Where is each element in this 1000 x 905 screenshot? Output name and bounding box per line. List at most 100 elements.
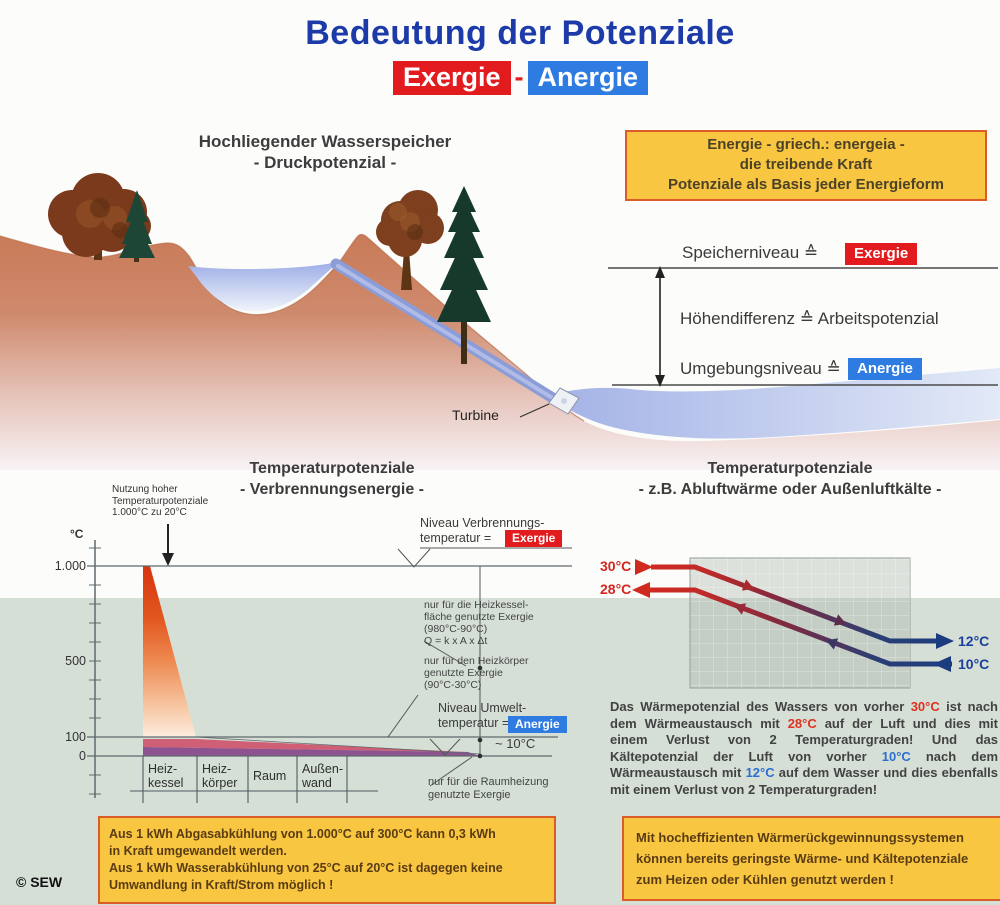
ambient-temp-value: ~ 10°C [495,736,536,751]
water-outlet-temp: 12°C [958,633,990,649]
air-inlet-temp: 10°C [958,656,990,672]
category-line: kessel [148,776,184,790]
info-box-line3: Potenziale als Basis jeder Energieform [668,176,944,193]
subtitle-dash: - [514,62,524,92]
callout-radiator: nur für den Heizkörper genutzte Exergie … [424,655,528,691]
left-box-line4: Umwandlung in Kraft/Strom möglich ! [109,878,334,892]
callout-radiator-line1: nur für den Heizkörper [424,655,529,667]
category-line: Heiz- [148,762,178,776]
water-outlet-arrowhead [936,633,954,649]
anergie-badge-callout: Anergie [508,716,567,733]
left-chart-note: Nutzung hoher Temperaturpotenziale 1.000… [112,484,208,519]
callout-ambient-line2: temperatur = [438,716,510,730]
reservoir-heading: Hochliegender Wasserspeicher - Druckpote… [150,131,500,173]
para-temp-28: 28°C [787,715,817,731]
conifer-tree-left-icon [119,190,155,262]
exergie-badge-level: Exergie [845,243,918,265]
right-chart-title-line2: - z.B. Abluftwärme oder Außenluftkälte - [638,481,942,498]
penstock-pipe-highlight [336,264,556,401]
right-box-line1: Mit hocheffizienten Wärmerückgewinnungss… [636,830,964,845]
note-line2: Temperaturpotenziale [112,495,209,507]
combustion-chart [87,524,572,803]
category-line: Außen- [302,762,343,776]
callout-ambient: Niveau Umwelt- temperatur = [438,701,526,731]
callout-combustion-line2: temperatur = [420,531,492,545]
tick-1000: 1.000 [54,559,86,573]
callout-boiler: nur für die Heizkessel- fläche genutzte … [424,599,534,647]
turbine-icon [548,387,580,415]
copyright-label: © SEW [16,874,63,890]
para-temp-30: 30°C [910,699,940,714]
callout-radiator-line3: (90°C-30°C) [424,679,482,691]
callout-boiler-line4: Q = k x A x Δt [424,635,488,647]
callout-combustion: Niveau Verbrennungs- temperatur = [420,516,544,546]
category-raum: Raum [248,757,302,795]
conclusion-box-left: Aus 1 kWh Abgasabkühlung von 1.000°C auf… [98,816,556,904]
air-inlet-arrowhead [933,656,951,672]
purple-band [143,747,480,756]
left-chart-title-line1: Temperaturpotenziale [249,460,415,477]
air-flow-mid-arrow-1 [733,603,747,615]
energy-info-box: Energie - griech.: energeia - die treibe… [625,130,987,201]
para-seg: auf der Luft und dies mit einem Verlust … [610,715,998,764]
callout-boiler-line2: fläche genutzte Exergie [424,611,534,623]
air-outlet-temp: 28°C [600,581,632,597]
right-box-line2: können bereits geringste Wärme- und Kält… [636,851,969,866]
para-seg: auf dem Wasser und dies ebenfalls mit ei… [610,765,999,797]
air-outlet-arrowhead [632,582,650,598]
tick-500: 500 [65,654,86,668]
water-inlet-temp: 30°C [600,558,632,574]
air-flow-mid-arrow-2 [825,638,839,650]
callout-combustion-line1: Niveau Verbrennungs- [420,516,545,530]
anergie-badge-level: Anergie [848,358,922,380]
category-heizkoerper: Heiz- körper [197,757,253,795]
para-seg: ist nach dem Wärmeaustausch mit [610,699,998,731]
category-line: wand [302,776,332,790]
water-inlet-arrowhead [635,559,653,575]
callout-radiator-line2: genutzte Exergie [424,667,503,679]
note-arrow-down [162,524,174,566]
para-seg: nach dem Wärmeaustausch mit [610,748,999,781]
height-difference-arrow [655,266,665,387]
callout-boiler-line3: (980°C-90°C) [424,623,488,635]
category-line: körper [202,776,238,790]
left-box-line3: Aus 1 kWh Wasserabkühlung von 25°C auf 2… [109,861,503,875]
air-flow-line [650,587,952,667]
heat-exchanger-chart [632,557,954,689]
height-difference-label: Höhendifferenz ≙ Arbeitspotenzial [680,309,939,328]
callout-boiler-line1: nur für die Heizkessel- [424,599,529,611]
note-line3: 1.000°C zu 20°C [112,507,187,518]
category-aussenwand: Außen- wand [297,757,352,795]
left-chart-title-line2: - Verbrennungsenergie - [239,481,425,498]
page-title: Bedeutung der Potenziale [305,14,735,52]
fir-tree-right-icon [437,186,491,364]
info-box-line1: Energie - griech.: energeia - [707,136,905,153]
callout-room: nur für die Raumheizung genutzte Exergie [428,776,548,802]
right-box-line3: zum Heizen oder Kühlen genutzt werden ! [636,872,894,887]
right-chart-title: Temperaturpotenziale - z.B. Abluftwärme … [615,458,965,500]
para-seg: Das Wärmepotenzial des Wassers von vorhe… [610,699,911,714]
tick-100: 100 [65,730,86,744]
note-line1: Nutzung hoher [112,484,178,495]
deciduous-tree-right-icon [376,190,444,290]
category-line: Raum [253,769,287,783]
info-box-line2: die treibende Kraft [739,156,873,173]
left-box-line1: Aus 1 kWh Abgasabkühlung von 1.000°C auf… [109,827,496,841]
reservoir-heading-line2: - Druckpotenzial - [253,153,397,172]
conclusion-box-right: Mit hocheffizienten Wärmerückgewinnungss… [622,816,1000,901]
y-axis-unit: °C [70,527,84,541]
left-box-line2: in Kraft umgewandelt werden. [109,844,287,858]
storage-level-label: Speicherniveau ≙ [682,243,819,262]
water-flow-line [651,564,936,644]
level-lines [608,267,998,386]
tick-0: 0 [79,749,86,763]
right-chart-title-line1: Temperaturpotenziale [707,460,873,477]
callout-ambient-line1: Niveau Umwelt- [438,701,527,715]
para-temp-12: 12°C [745,765,775,780]
category-line: Heiz- [202,762,232,776]
ambient-level-label: Umgebungsniveau ≙ [680,359,841,378]
callout-leader-lines [387,547,572,787]
water-flow-mid-arrow-1 [741,579,755,591]
